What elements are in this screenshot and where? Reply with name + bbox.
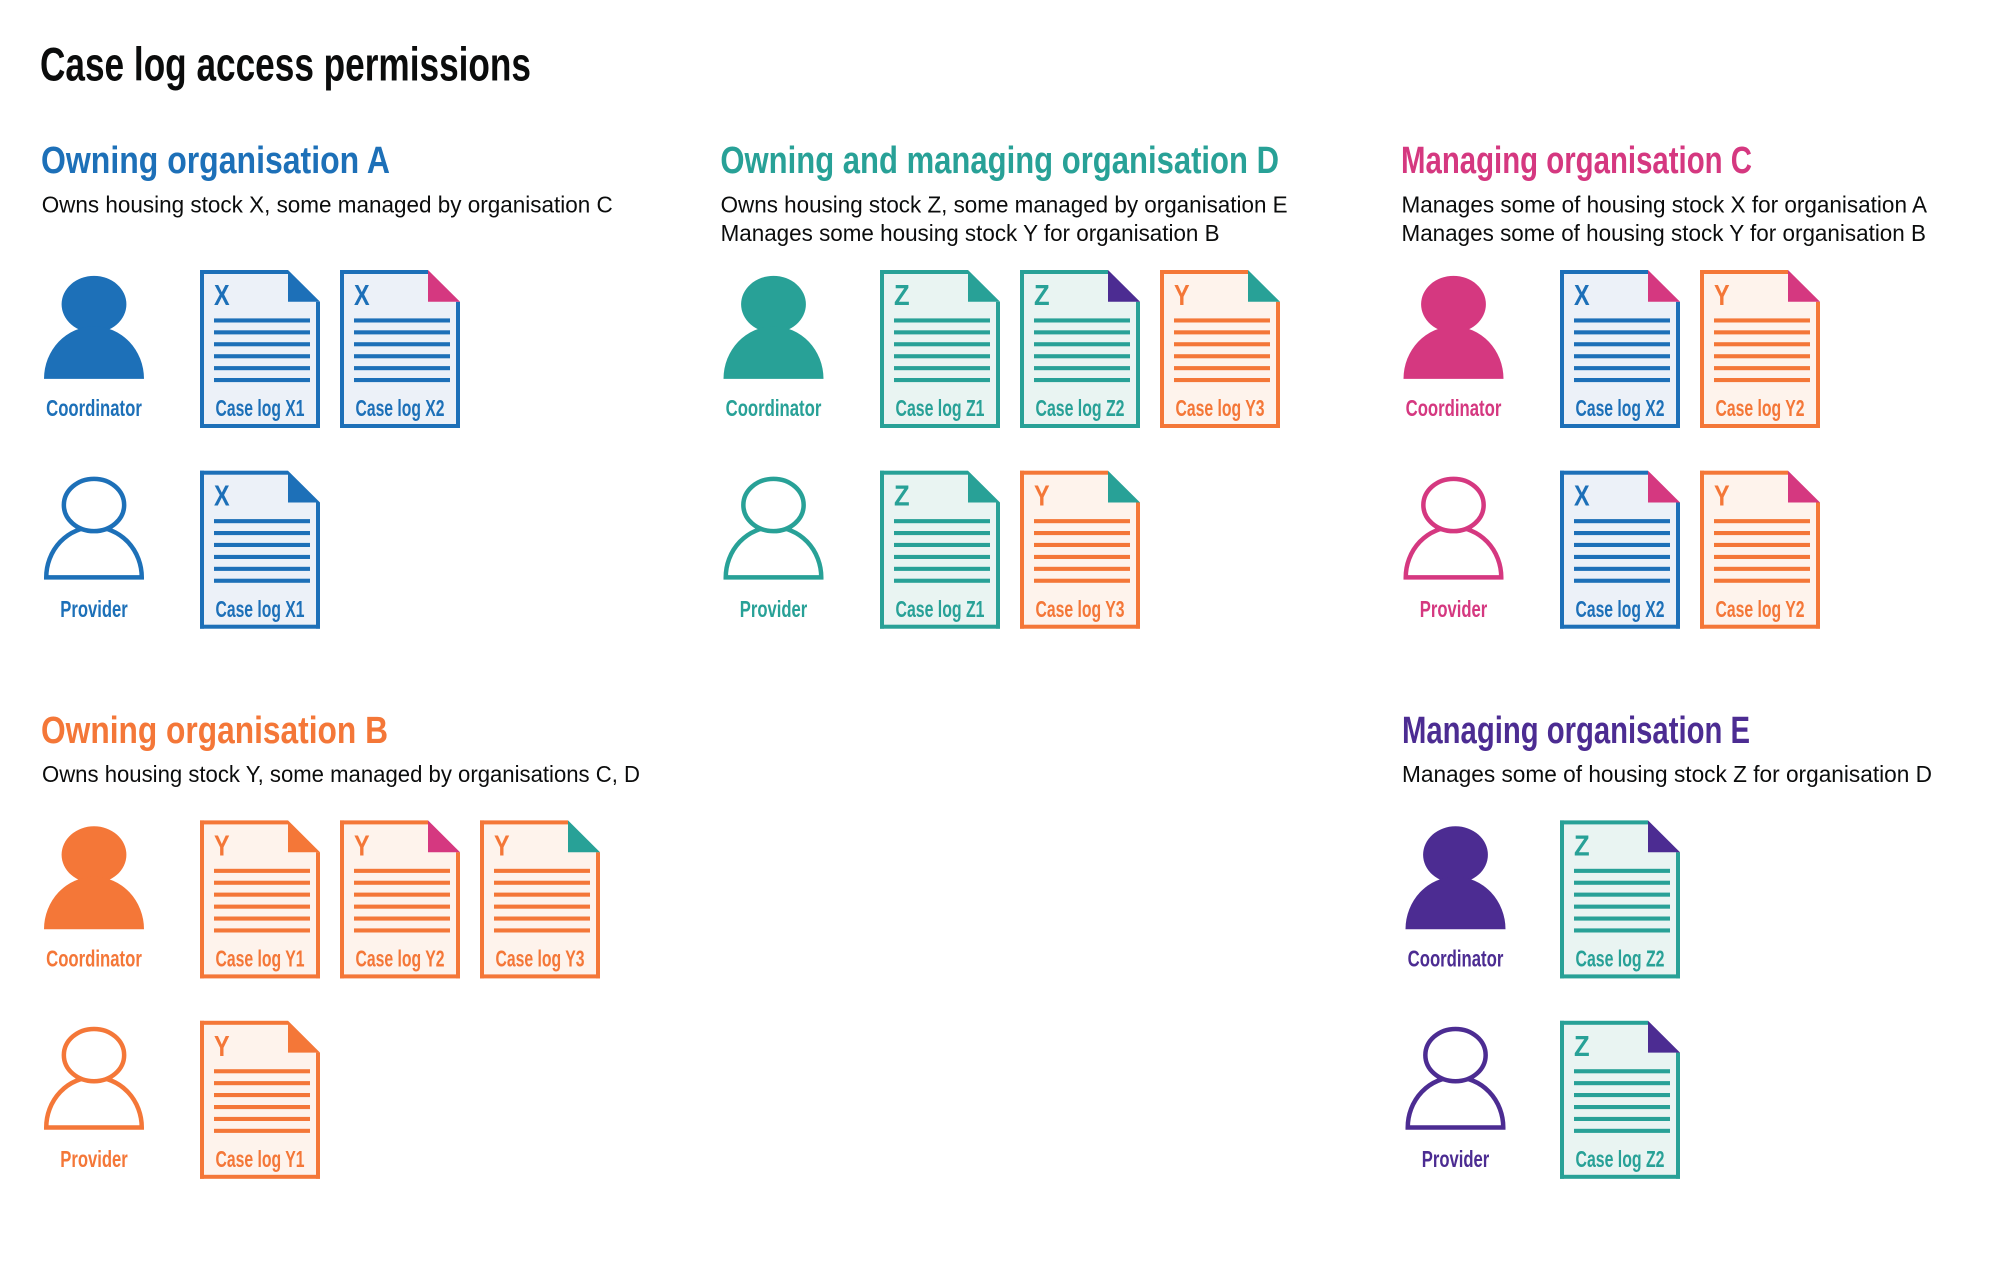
- svg-text:Provider: Provider: [60, 1146, 128, 1172]
- svg-text:Managing organisation C: Managing organisation C: [1401, 140, 1752, 182]
- svg-text:Case log X1: Case log X1: [216, 395, 305, 421]
- svg-text:Z: Z: [1574, 1031, 1590, 1063]
- svg-text:Provider: Provider: [1422, 1146, 1490, 1172]
- svg-text:Case log Z1: Case log Z1: [896, 596, 985, 622]
- svg-text:Z: Z: [894, 280, 910, 312]
- svg-text:Z: Z: [1034, 280, 1050, 312]
- svg-text:Case log Y2: Case log Y2: [356, 946, 445, 972]
- svg-text:Case log Y2: Case log Y2: [1716, 395, 1805, 421]
- svg-text:Y: Y: [354, 830, 370, 862]
- svg-text:Coordinator: Coordinator: [46, 946, 142, 972]
- svg-text:Case log access permissions: Case log access permissions: [40, 38, 531, 91]
- svg-text:Owning organisation A: Owning organisation A: [41, 140, 390, 182]
- svg-text:Case log Z2: Case log Z2: [1576, 946, 1665, 972]
- svg-text:Owning organisation B: Owning organisation B: [41, 710, 388, 752]
- svg-text:Case log Z2: Case log Z2: [1576, 1146, 1665, 1172]
- svg-text:Z: Z: [894, 481, 910, 513]
- svg-text:Case log X2: Case log X2: [1576, 596, 1665, 622]
- svg-text:Case log Y2: Case log Y2: [1716, 596, 1805, 622]
- svg-text:Managing organisation E: Managing organisation E: [1402, 710, 1750, 752]
- svg-text:X: X: [1574, 481, 1590, 513]
- svg-text:Case log Y3: Case log Y3: [1176, 395, 1265, 421]
- svg-text:Case log Z2: Case log Z2: [1036, 395, 1125, 421]
- svg-text:Coordinator: Coordinator: [46, 395, 142, 421]
- svg-text:X: X: [354, 280, 370, 312]
- svg-text:Case log Y3: Case log Y3: [496, 946, 585, 972]
- svg-text:Z: Z: [1574, 830, 1590, 862]
- svg-text:Y: Y: [1714, 481, 1730, 513]
- svg-text:Provider: Provider: [1420, 596, 1488, 622]
- svg-text:X: X: [1574, 280, 1590, 312]
- svg-text:X: X: [214, 280, 230, 312]
- svg-text:Case log Z1: Case log Z1: [896, 395, 985, 421]
- svg-text:Owns housing stock Z, some man: Owns housing stock Z, some managed by or…: [721, 191, 1288, 217]
- svg-text:Manages some of housing stock: Manages some of housing stock X for orga…: [1402, 191, 1928, 217]
- svg-text:Case log X2: Case log X2: [1576, 395, 1665, 421]
- svg-text:Manages some of housing stock: Manages some of housing stock Y for orga…: [1402, 220, 1927, 246]
- svg-text:Y: Y: [494, 830, 510, 862]
- svg-text:Y: Y: [214, 830, 230, 862]
- svg-text:Owns housing stock X, some man: Owns housing stock X, some managed by or…: [42, 191, 613, 217]
- svg-text:Y: Y: [1034, 481, 1050, 513]
- svg-text:Case log Y3: Case log Y3: [1036, 596, 1125, 622]
- svg-text:Manages some housing stock Y f: Manages some housing stock Y for organis…: [721, 220, 1220, 246]
- svg-text:Provider: Provider: [60, 596, 128, 622]
- svg-text:Manages some of housing stock: Manages some of housing stock Z for orga…: [1402, 761, 1932, 787]
- svg-text:X: X: [214, 481, 230, 513]
- svg-text:Provider: Provider: [740, 596, 808, 622]
- svg-text:Case log Y1: Case log Y1: [216, 946, 305, 972]
- svg-text:Case log X2: Case log X2: [356, 395, 445, 421]
- svg-text:Owning and managing organisati: Owning and managing organisation D: [720, 140, 1279, 182]
- svg-text:Coordinator: Coordinator: [1406, 395, 1502, 421]
- svg-text:Y: Y: [1174, 280, 1190, 312]
- svg-text:Case log Y1: Case log Y1: [216, 1146, 305, 1172]
- svg-text:Owns housing stock Y, some man: Owns housing stock Y, some managed by or…: [42, 761, 640, 787]
- svg-text:Coordinator: Coordinator: [726, 395, 822, 421]
- svg-text:Y: Y: [214, 1031, 230, 1063]
- svg-text:Case log X1: Case log X1: [216, 596, 305, 622]
- svg-text:Y: Y: [1714, 280, 1730, 312]
- svg-text:Coordinator: Coordinator: [1408, 946, 1504, 972]
